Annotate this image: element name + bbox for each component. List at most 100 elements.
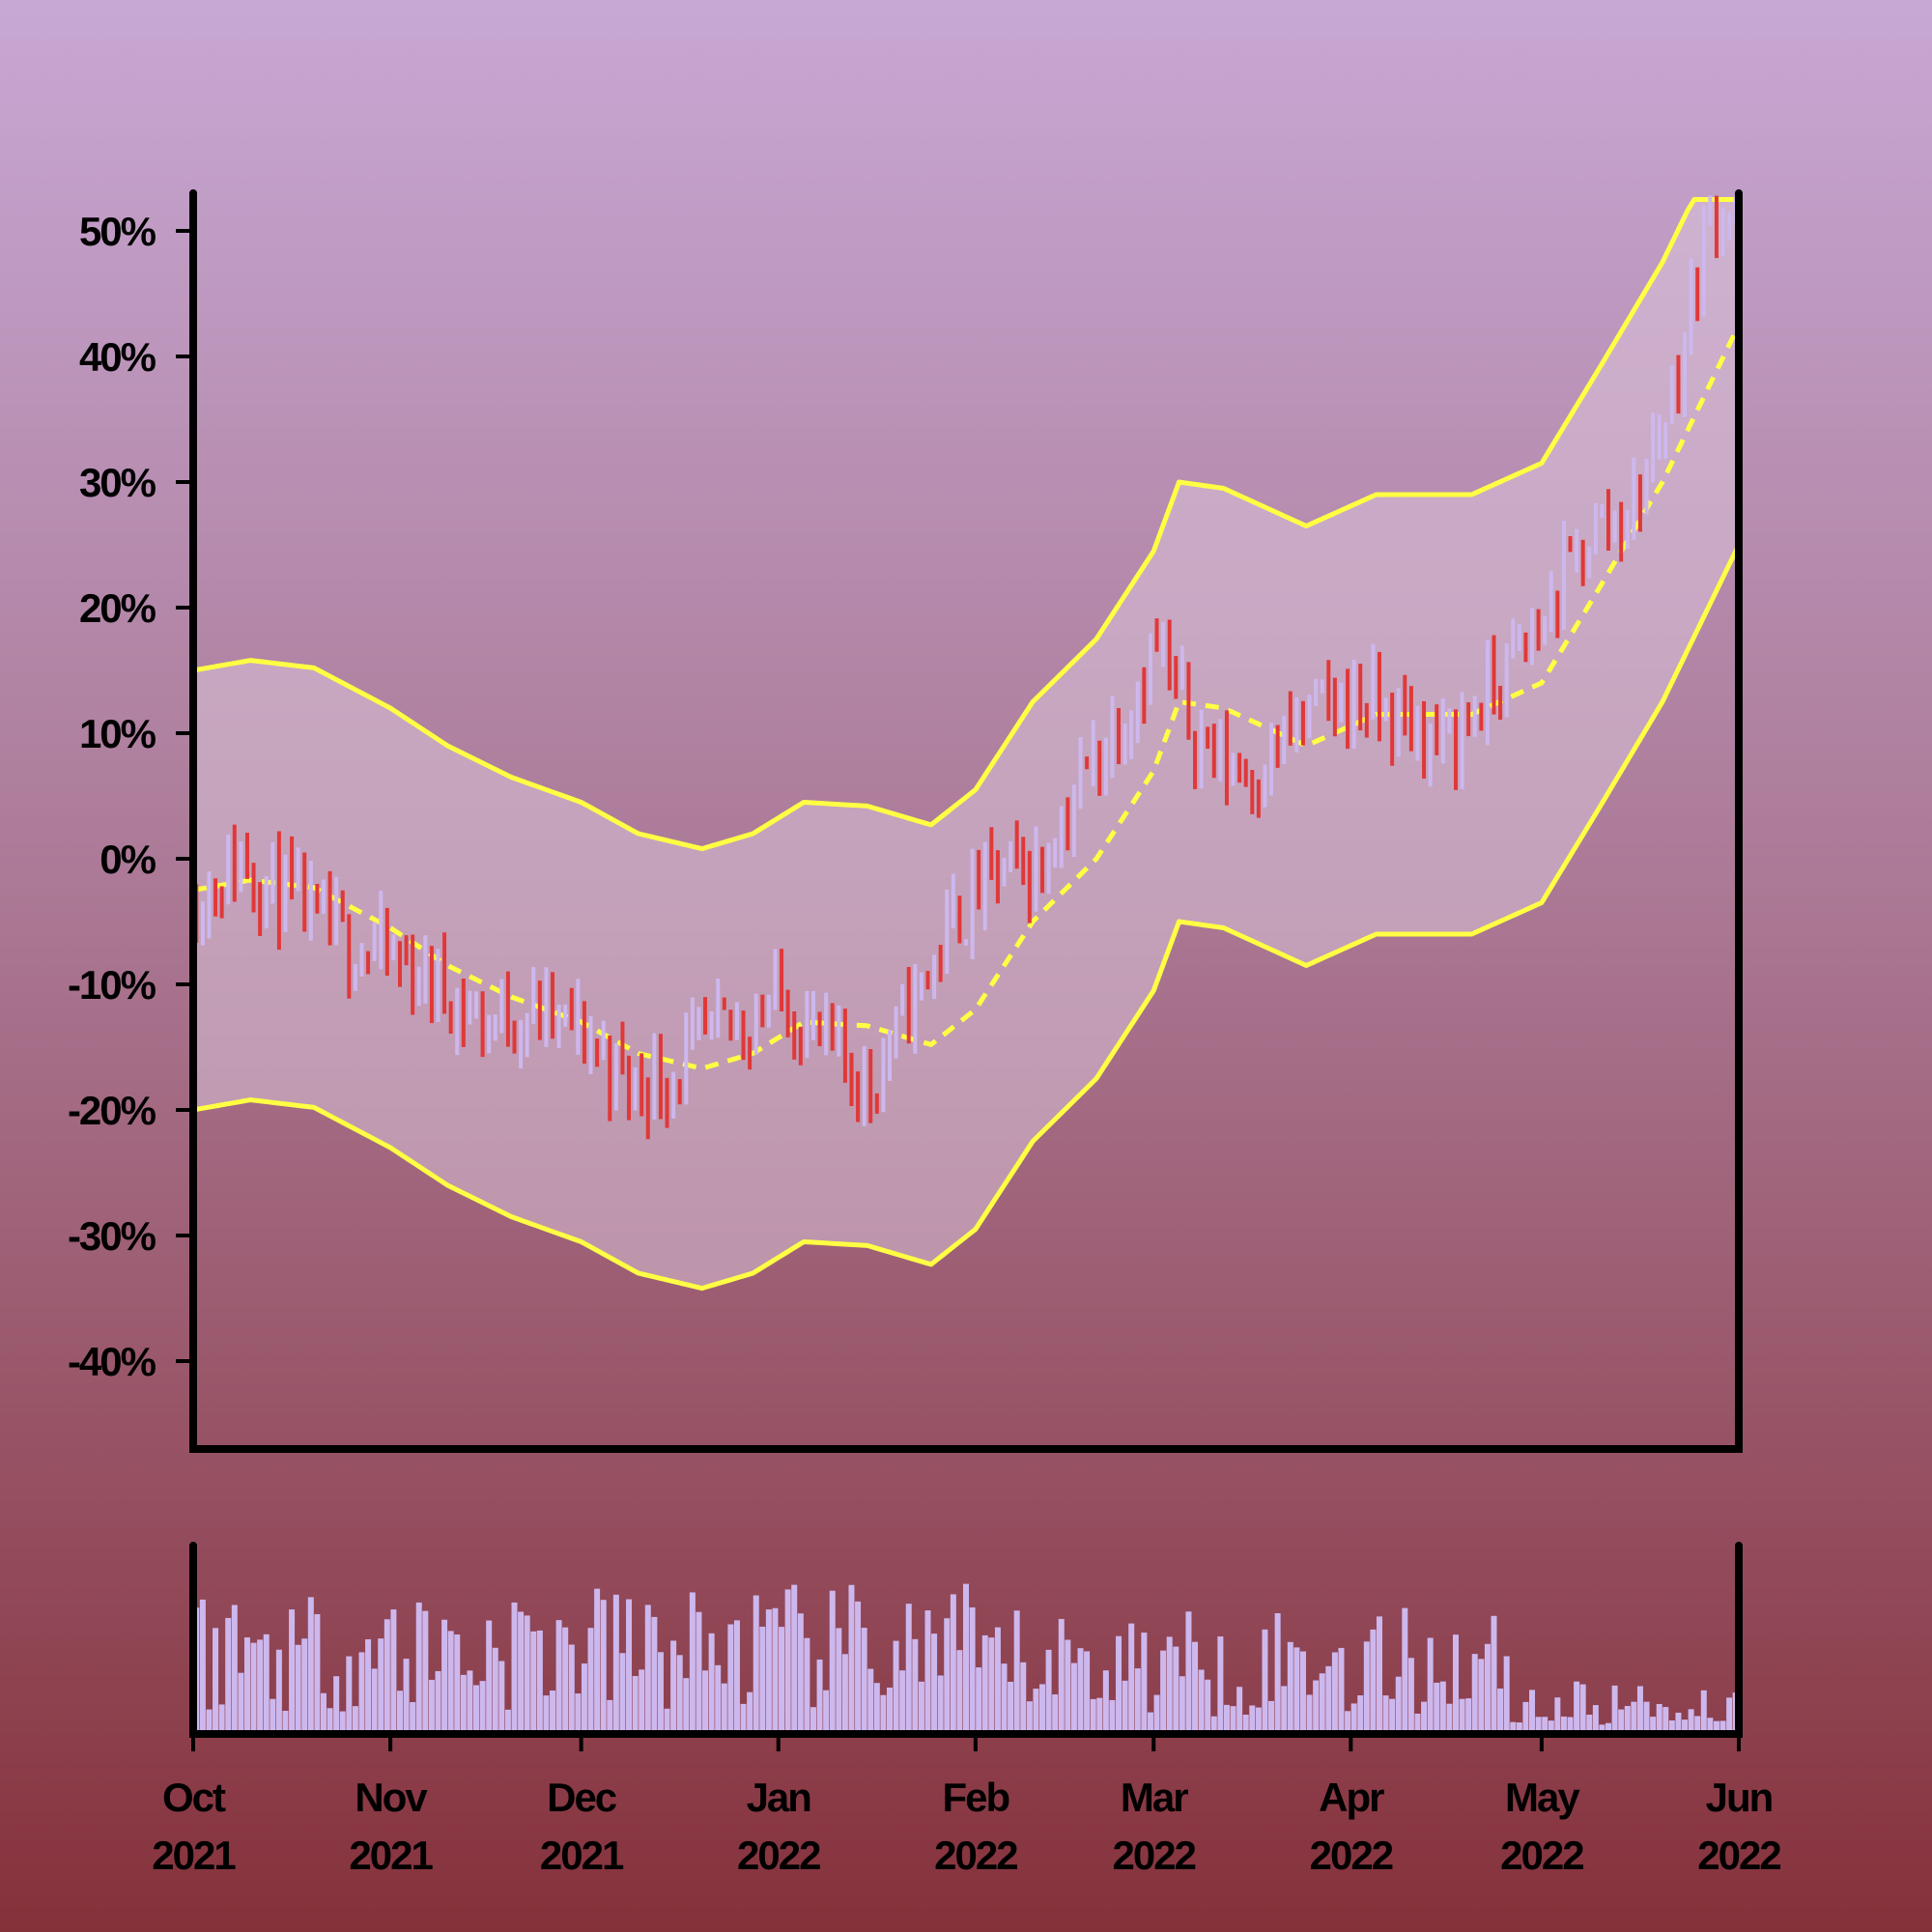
volume-bar: [779, 1627, 785, 1734]
volume-bar: [346, 1656, 353, 1734]
volume-bar: [396, 1690, 403, 1734]
volume-bar: [1299, 1651, 1306, 1734]
volume-bar: [855, 1601, 862, 1734]
volume-bar: [689, 1592, 696, 1734]
volume-bar: [238, 1672, 244, 1734]
volume-bar: [1338, 1647, 1345, 1734]
volume-bar: [657, 1652, 664, 1734]
x-tick-month: Jun: [1706, 1775, 1773, 1820]
volume-bar: [841, 1654, 848, 1734]
volume-bar: [1065, 1639, 1071, 1734]
bollinger-band: [192, 197, 1742, 1292]
volume-bar: [1656, 1704, 1662, 1734]
volume-bar: [428, 1679, 435, 1734]
y-tick-label: 10%: [79, 711, 156, 756]
volume-bar: [1205, 1679, 1211, 1734]
volume-bar: [1439, 1681, 1446, 1734]
volume-bar: [733, 1620, 740, 1734]
volume-bar: [536, 1630, 543, 1734]
volume-bar: [632, 1675, 639, 1734]
volume-bar: [810, 1707, 816, 1734]
volume-bar: [893, 1640, 899, 1734]
volume-bar: [1516, 1722, 1522, 1734]
volume-bar: [1465, 1698, 1472, 1734]
volume-bar: [1688, 1709, 1694, 1734]
volume-bar: [243, 1637, 250, 1734]
y-tick-label: -20%: [68, 1088, 156, 1133]
volume-bar: [1586, 1715, 1593, 1734]
volume-bar: [1675, 1712, 1682, 1734]
volume-bar: [415, 1602, 422, 1734]
volume-bar: [976, 1667, 982, 1734]
volume-bar: [479, 1681, 486, 1734]
volume-bar: [1363, 1641, 1370, 1734]
volume-bar: [848, 1584, 855, 1734]
volume-bar: [524, 1615, 530, 1734]
volume-bar: [314, 1613, 321, 1734]
volume-bar: [1192, 1641, 1199, 1734]
volume-bar: [1631, 1701, 1637, 1734]
x-axis-labels: Oct 2021 Nov 2021 Dec 2021 Jan 2022 Feb 2022 Mar 20…: [152, 1734, 1782, 1878]
volume-bar: [639, 1669, 645, 1734]
volume-bar: [1643, 1701, 1650, 1734]
volume-bar: [1293, 1647, 1300, 1734]
volume-bar: [1013, 1610, 1020, 1734]
volume-bar: [320, 1692, 327, 1734]
volume-bar: [1109, 1699, 1116, 1734]
volume-bar: [804, 1637, 810, 1734]
x-tick-year: 2022: [1310, 1833, 1393, 1878]
volume-bar: [1313, 1680, 1320, 1734]
volume-bar: [1281, 1686, 1288, 1734]
volume-bar: [1478, 1659, 1485, 1734]
volume-bar: [486, 1620, 493, 1734]
volume-bar: [956, 1650, 963, 1734]
volume-bar: [1402, 1607, 1408, 1734]
volume-bar: [410, 1702, 416, 1734]
volume-bar: [664, 1708, 670, 1734]
volume-bar: [1242, 1714, 1249, 1734]
x-tick-year: 2022: [934, 1833, 1017, 1878]
volume-bar: [473, 1685, 480, 1734]
volume-bar: [1668, 1719, 1675, 1734]
ohlc-bars: [194, 195, 1738, 1140]
volume-bar: [924, 1610, 931, 1734]
volume-bar: [1624, 1706, 1631, 1734]
volume-bar: [1574, 1681, 1580, 1734]
volume-bar: [1052, 1694, 1059, 1734]
volume-bar: [963, 1583, 969, 1734]
volume-bar: [307, 1597, 314, 1734]
volume-bar: [562, 1627, 569, 1734]
middle-band-line: [192, 324, 1742, 1071]
volume-bar: [994, 1627, 1001, 1734]
x-tick-year: 2022: [1697, 1833, 1780, 1878]
y-tick-label: -40%: [68, 1339, 156, 1384]
volume-bar: [1497, 1688, 1504, 1734]
volume-bar: [1217, 1636, 1224, 1734]
volume-bar: [1020, 1662, 1027, 1734]
volume-bar: [301, 1638, 308, 1734]
volume-bar: [1134, 1668, 1141, 1734]
volume-bar: [1370, 1629, 1377, 1734]
volume-bar: [816, 1659, 823, 1734]
volume-bar: [1471, 1654, 1478, 1734]
y-axis-labels: 50% 40% 30% 20% 10% 0% -10% -20% -30% -40%: [68, 209, 193, 1384]
x-tick-month: May: [1505, 1775, 1580, 1820]
volume-bar: [1510, 1721, 1517, 1734]
volume-bar: [1045, 1649, 1052, 1734]
volume-bar: [797, 1613, 804, 1734]
x-tick-month: Feb: [943, 1775, 1009, 1820]
price-axis-frame: [189, 189, 1743, 1453]
x-tick-month: Nov: [355, 1775, 428, 1820]
volume-bar: [676, 1655, 683, 1734]
y-tick-label: 50%: [79, 209, 156, 254]
volume-bar: [365, 1639, 372, 1734]
volume-bar: [1306, 1694, 1313, 1734]
volume-bar: [333, 1676, 340, 1734]
volume-bar: [422, 1610, 429, 1734]
volume-bar: [1434, 1682, 1440, 1734]
volume-bar: [213, 1628, 219, 1734]
volume-bar: [765, 1609, 772, 1734]
volume-bar: [1230, 1706, 1236, 1734]
volume-bar: [206, 1709, 213, 1734]
volume-bar: [504, 1709, 511, 1734]
